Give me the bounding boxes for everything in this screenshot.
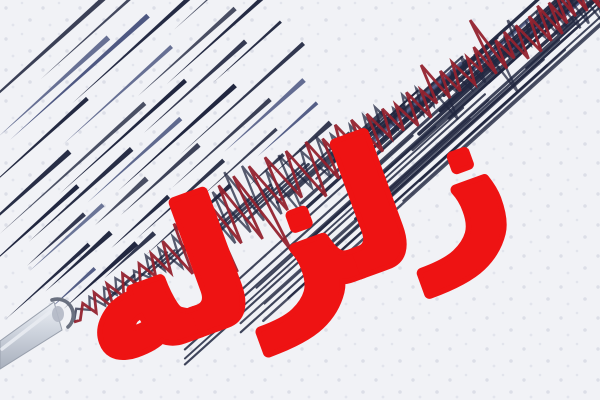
red-ink-trace xyxy=(72,0,600,324)
seismograph-pen xyxy=(0,297,76,370)
long-trace-tails xyxy=(183,5,600,366)
needle-spikes-field xyxy=(0,0,333,320)
